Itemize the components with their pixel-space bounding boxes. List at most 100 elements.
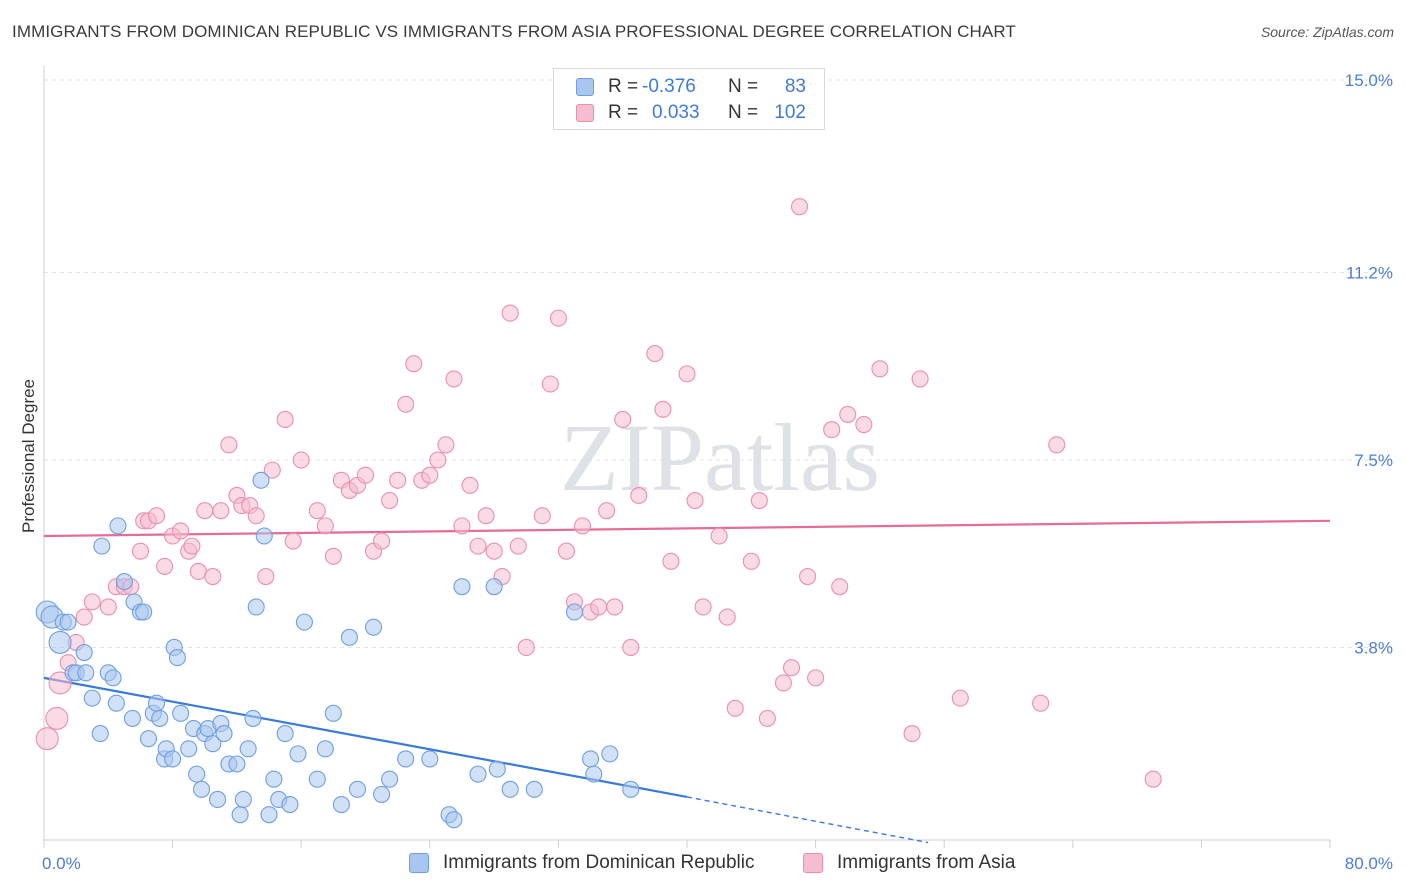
asia-point-17 (172, 522, 190, 540)
chart-source: Source: ZipAtlas.com (1260, 24, 1394, 40)
asia-point-20 (189, 562, 207, 581)
dominican-point-78 (585, 765, 603, 783)
legend-swatch-asia (576, 104, 594, 122)
dominican-point-14 (107, 694, 125, 712)
asia-point-48 (421, 466, 439, 484)
dominican-point-54 (281, 795, 299, 814)
dominican-point-77 (581, 750, 600, 768)
asia-point-36 (324, 547, 342, 565)
asia-point-21 (196, 502, 214, 520)
legend-n-value: 83 (784, 76, 806, 97)
legend-n-label: N = (728, 102, 759, 123)
tick-labels: 3.8% 7.5% 11.2% 15.0% 0.0% 80.0% (42, 71, 1393, 873)
asia-point-95 (871, 360, 889, 378)
x-tick-label-0: 0.0% (42, 854, 81, 873)
asia-point-53 (461, 476, 479, 494)
dominican-point-11 (93, 537, 111, 555)
asia-point-2 (48, 671, 72, 695)
dominican-point-31 (180, 740, 198, 758)
asia-point-19 (183, 537, 201, 555)
dominican-point-73 (488, 760, 506, 778)
axes (43, 66, 1331, 848)
asia-point-49 (429, 451, 447, 469)
y-tick-label-3: 15.0% (1345, 71, 1393, 90)
dominican-point-66 (397, 750, 415, 768)
dominican-point-60 (332, 795, 350, 814)
asia-point-68 (590, 598, 608, 616)
dominican-point-48 (252, 471, 270, 489)
legend-r-label: R = (608, 102, 639, 123)
asia-point-99 (1032, 694, 1050, 712)
asia-point-42 (373, 532, 391, 550)
asia-point-55 (477, 507, 495, 525)
asia-point-1 (45, 706, 69, 730)
asia-point-43 (381, 491, 399, 510)
asia-point-33 (292, 451, 310, 469)
asia-point-30 (263, 461, 281, 479)
legend-item-dominican: Immigrants from Dominican Republic (409, 852, 755, 874)
dominican-point-4 (59, 613, 77, 631)
dominican-point-17 (123, 709, 141, 727)
asia-point-32 (284, 532, 302, 550)
asia-point-40 (356, 466, 375, 484)
dominican-point-7 (75, 643, 93, 662)
dominican-point-56 (295, 613, 313, 631)
dominican-point-59 (324, 704, 342, 722)
asia-point-83 (742, 552, 760, 570)
dominican-point-57 (308, 770, 326, 788)
dominican-point-67 (421, 750, 439, 768)
dominican-point-64 (373, 785, 391, 803)
asia-point-5 (75, 608, 93, 626)
legend-n-label: N = (728, 76, 759, 97)
dominican-point-23 (147, 694, 166, 712)
dominican-point-80 (622, 780, 640, 798)
asia-point-22 (204, 567, 222, 586)
asia-point-7 (99, 598, 117, 616)
legend-swatch-dominican (576, 78, 594, 96)
y-tick-label-1: 7.5% (1354, 451, 1393, 470)
asia-point-14 (147, 507, 166, 525)
asia-point-62 (541, 375, 559, 393)
asia-point-77 (678, 365, 696, 383)
asia-point-58 (501, 304, 519, 322)
asia-point-79 (694, 598, 712, 616)
asia-point-74 (646, 345, 664, 363)
asia-point-6 (83, 593, 101, 611)
asia-point-51 (445, 370, 463, 388)
asia-point-92 (831, 578, 849, 596)
asia-point-63 (549, 309, 567, 327)
asia-point-91 (823, 421, 841, 439)
dominican-point-8 (77, 664, 95, 682)
dominican-point-24 (151, 709, 169, 727)
asia-point-90 (807, 669, 825, 687)
dominican-point-42 (228, 755, 246, 773)
dominican-point-13 (104, 669, 122, 687)
dominican-point-43 (231, 806, 249, 824)
asia-point-64 (557, 542, 575, 560)
asia-point-0 (35, 727, 59, 751)
dominican-point-62 (348, 780, 367, 798)
asia-point-61 (533, 507, 551, 525)
dominican-point-38 (209, 790, 227, 809)
asia-point-35 (316, 517, 334, 535)
asia-point-82 (726, 699, 744, 717)
dominican-point-34 (192, 780, 211, 798)
asia-point-46 (405, 355, 423, 373)
dominican-point-47 (247, 598, 265, 616)
dominican-point-69 (445, 811, 463, 829)
asia-point-44 (389, 471, 407, 489)
x-tick-label-1: 80.0% (1345, 854, 1393, 873)
asia-point-89 (799, 567, 817, 586)
legend-label-asia: Immigrants from Asia (837, 852, 1016, 873)
asia-point-59 (509, 537, 527, 555)
asia-point-84 (750, 491, 768, 510)
asia-point-100 (1048, 436, 1066, 454)
asia-point-11 (131, 542, 149, 560)
asia-point-94 (855, 415, 873, 434)
asia-point-78 (686, 491, 704, 510)
asia-point-45 (397, 395, 415, 413)
dominican-point-74 (501, 780, 519, 798)
dominican-point-71 (469, 765, 487, 783)
chart-title: IMMIGRANTS FROM DOMINICAN REPUBLIC VS IM… (12, 22, 1016, 41)
y-axis-label: Professional Degree (19, 379, 38, 533)
